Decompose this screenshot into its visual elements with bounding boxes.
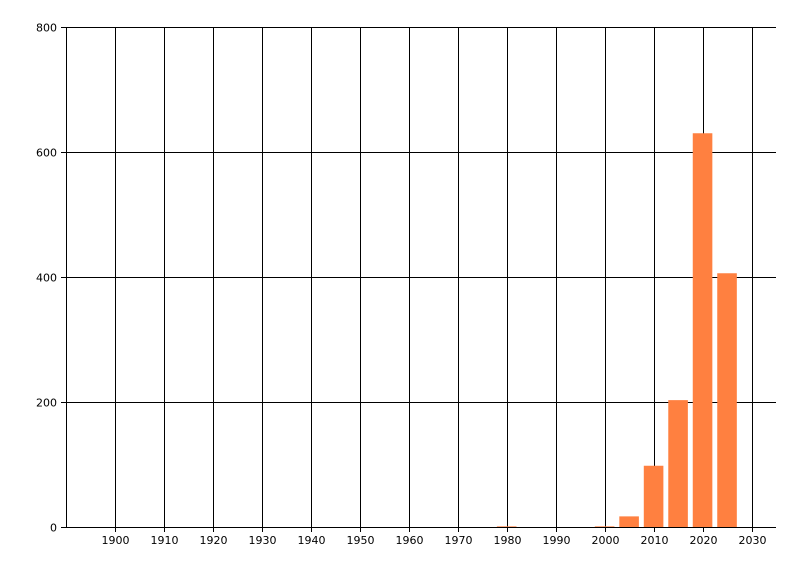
- x-tick-label: 1940: [298, 534, 326, 547]
- bar: [619, 516, 639, 527]
- x-tick-label: 1910: [151, 534, 179, 547]
- x-tick-label: 1970: [445, 534, 473, 547]
- bar: [692, 133, 713, 527]
- bar: [496, 526, 517, 528]
- x-tick-label: 2000: [592, 534, 620, 547]
- y-tick-label: 800: [36, 22, 57, 35]
- bar: [717, 273, 737, 527]
- x-tick-label: 2020: [690, 534, 718, 547]
- x-tick-label: 1900: [102, 534, 130, 547]
- y-tick-label: 400: [36, 272, 57, 285]
- x-tick-label: 2030: [739, 534, 767, 547]
- y-tick-label: 600: [36, 147, 57, 160]
- x-tick-label: 1950: [347, 534, 375, 547]
- x-tick-label: 1920: [200, 534, 228, 547]
- x-tick-label: 1930: [249, 534, 277, 547]
- x-tick-label: 2010: [641, 534, 669, 547]
- x-tick-label: 1990: [543, 534, 571, 547]
- bar: [643, 465, 664, 527]
- bar: [594, 526, 615, 528]
- y-tick-label: 0: [50, 522, 57, 535]
- y-tick-label: 200: [36, 397, 57, 410]
- x-tick-label: 1960: [396, 534, 424, 547]
- bar: [668, 400, 688, 527]
- x-tick-label: 1980: [494, 534, 522, 547]
